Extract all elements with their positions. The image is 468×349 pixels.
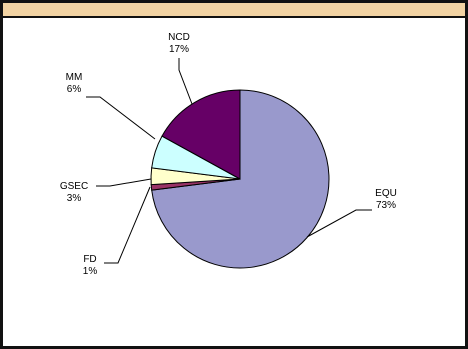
slice-value-equ: 73% <box>376 200 396 211</box>
slice-value-fd: 1% <box>83 266 98 277</box>
leader-line-ncd <box>178 58 193 105</box>
slice-label-equ: EQU <box>375 188 397 199</box>
slice-value-gsec: 3% <box>67 193 82 204</box>
slice-label-ncd: NCD <box>168 32 190 43</box>
leader-lines <box>86 58 372 264</box>
slice-label-mm: MM <box>66 72 83 83</box>
slice-value-ncd: 17% <box>169 44 189 55</box>
leader-line-gsec <box>96 178 152 187</box>
leader-line-fd <box>104 186 151 264</box>
top-bar <box>3 3 465 18</box>
slice-value-mm: 6% <box>67 84 82 95</box>
leader-line-equ <box>306 209 372 238</box>
leader-line-mm <box>86 96 156 140</box>
pie-slice-ncd <box>161 89 241 180</box>
slice-label-fd: FD <box>83 254 96 265</box>
slice-label-gsec: GSEC <box>60 181 88 192</box>
pie-slices <box>150 89 330 269</box>
